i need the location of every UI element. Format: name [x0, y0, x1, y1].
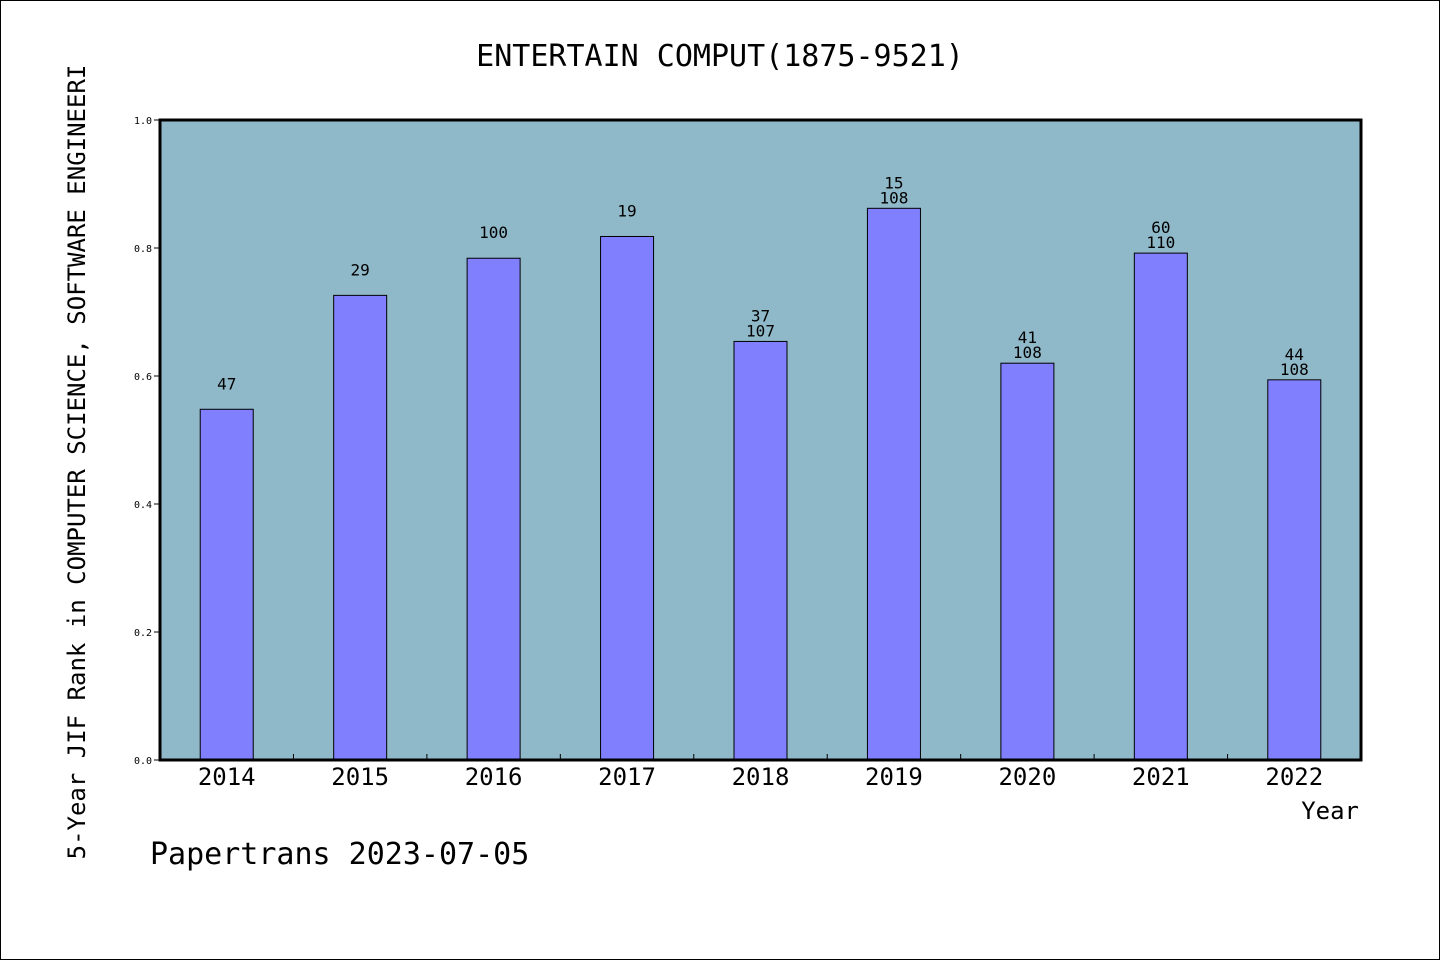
bar-total-label: 108 [1013, 343, 1042, 362]
bar-2017 [600, 235, 655, 761]
y-tick-label: 0.6 [134, 372, 152, 383]
bar-rank-label: 44 [1285, 345, 1304, 364]
bar-2014 [199, 408, 254, 761]
bar-rank-label: 100 [479, 223, 508, 242]
x-axis: 2014 2015 2016 2017 2018 2019 2020 2021 2022 [198, 754, 1323, 791]
y-axis-label: 5-Year JIF Rank in COMPUTER SCIENCE, SOF… [63, 65, 91, 860]
x-axis-label: Year [1301, 797, 1359, 825]
bar-total-label: 108 [879, 188, 908, 207]
y-axis: 0.0 0.2 0.4 0.6 0.8 1.0 [134, 116, 160, 767]
x-tick-label: 2019 [865, 763, 923, 791]
bar-2019 [866, 207, 921, 761]
plot-border [158, 118, 1363, 762]
y-tick-label: 1.0 [134, 116, 152, 127]
bar-rank-label: 37 [751, 306, 770, 325]
bar-2020 [1000, 362, 1055, 761]
bar-total-label: 107 [746, 321, 775, 340]
bar-2018 [733, 340, 788, 761]
bar-2022 [1267, 379, 1322, 761]
bar-2016 [466, 257, 521, 761]
chart-title: ENTERTAIN COMPUT(1875-9521) [476, 39, 964, 74]
bar-total-label: 108 [1280, 360, 1309, 379]
y-tick-label: 0.8 [134, 244, 152, 255]
x-tick-label: 2018 [732, 763, 790, 791]
x-tick-label: 2020 [998, 763, 1056, 791]
bar-2015 [333, 294, 388, 761]
bar-rank-label: 60 [1151, 218, 1170, 237]
x-tick-label: 2014 [198, 763, 256, 791]
x-tick-label: 2017 [598, 763, 656, 791]
bar-2021 [1133, 252, 1188, 761]
y-tick-label: 0.0 [134, 756, 152, 767]
bar-rank-label: 15 [884, 173, 903, 192]
x-tick-label: 2016 [465, 763, 523, 791]
x-tick-label: 2022 [1265, 763, 1323, 791]
x-tick-label: 2015 [331, 763, 389, 791]
y-tick-label: 0.4 [134, 500, 152, 511]
x-tick-label: 2021 [1132, 763, 1190, 791]
bar-rank-label: 41 [1018, 328, 1037, 347]
y-tick-label: 0.2 [134, 628, 152, 639]
bar-total-label: 110 [1146, 233, 1175, 252]
bar-rank-label: 47 [217, 374, 236, 393]
bar-rank-label: 29 [351, 260, 370, 279]
footer-credit: Papertrans 2023-07-05 [150, 837, 529, 872]
bar-rank-label: 19 [617, 201, 636, 220]
